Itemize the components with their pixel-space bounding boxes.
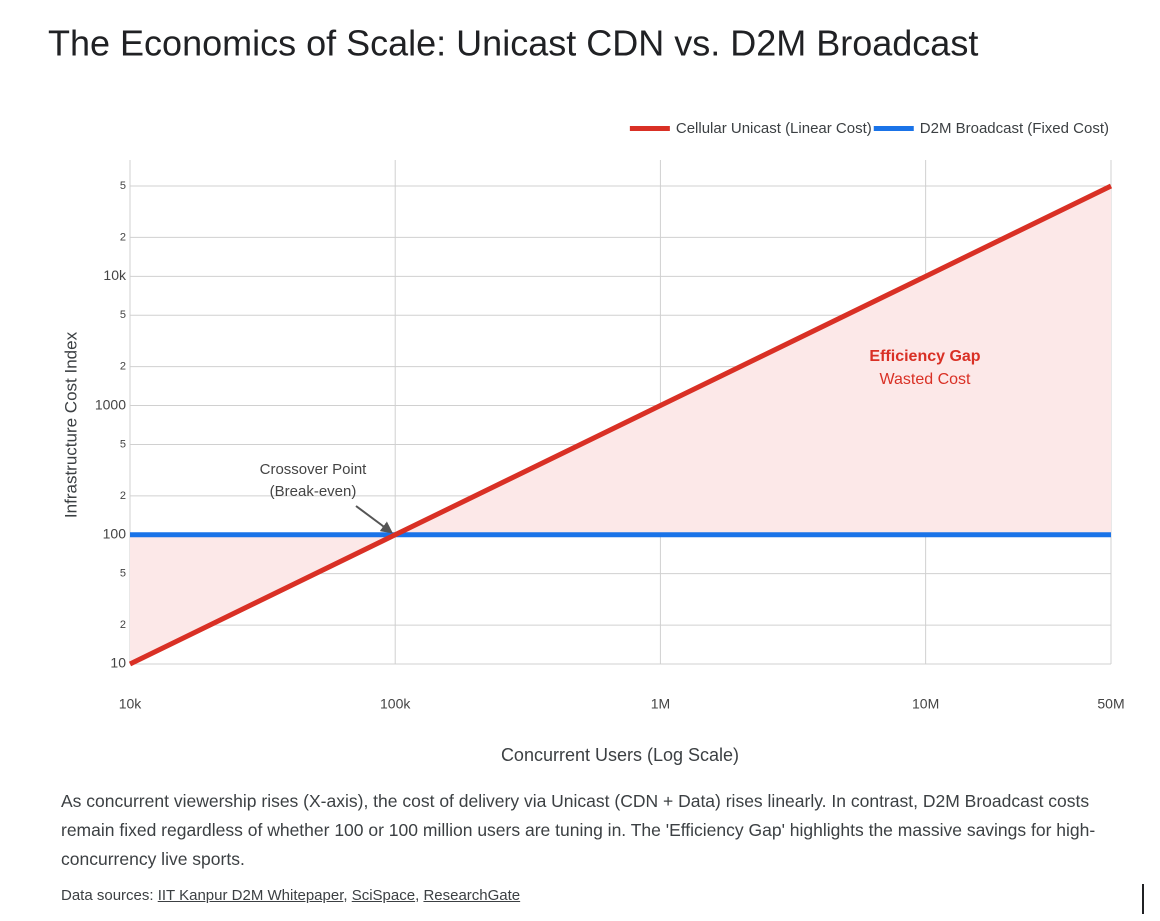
y-tick-label: 100 [103, 525, 127, 541]
legend-label: Cellular Unicast (Linear Cost) [676, 120, 872, 137]
sources: Data sources: IIT Kanpur D2M Whitepaper … [61, 887, 520, 904]
x-axis-title: Concurrent Users (Log Scale) [501, 745, 739, 765]
x-tick-label: 100k [380, 696, 411, 712]
text-cursor [1142, 884, 1144, 914]
y-tick-label: 2 [120, 231, 126, 243]
x-tick-label: 1M [651, 696, 670, 712]
sources-label: Data sources: [61, 887, 154, 904]
description: As concurrent viewership rises (X-axis),… [61, 791, 1096, 869]
y-tick-label: 5 [120, 180, 126, 192]
source-links: IIT Kanpur D2M Whitepaper SciSpace Resea… [158, 887, 520, 904]
y-tick-label: 1000 [95, 396, 126, 412]
x-tick-label: 50M [1097, 696, 1124, 712]
source-link[interactable]: ResearchGate [423, 887, 521, 904]
annotation: Wasted Cost [880, 371, 972, 388]
y-tick-label: 10k [103, 267, 127, 283]
y-tick-label: 2 [120, 361, 126, 373]
label-layer: 10 2 5 100 2 5 1000 2 5 10k 2 5 10k 100k 1M 10M 50M [95, 180, 1125, 712]
x-tick-label: 10k [119, 696, 143, 712]
source-item: SciSpace [352, 887, 420, 904]
annotation: Crossover Point [260, 461, 368, 478]
y-tick-label: 5 [120, 438, 126, 450]
y-tick-label: 2 [120, 619, 126, 631]
source-item: IIT Kanpur D2M Whitepaper [158, 887, 348, 904]
legend-label: D2M Broadcast (Fixed Cost) [920, 120, 1109, 137]
source-link[interactable]: IIT Kanpur D2M Whitepaper [157, 887, 344, 904]
source-item: ResearchGate [423, 887, 520, 904]
annotation: Efficiency Gap [869, 348, 980, 365]
legend-swatch [873, 126, 914, 131]
annotation-arrow [355, 505, 393, 534]
y-axis-title: Infrastructure Cost Index [61, 331, 80, 518]
series-line [128, 183, 1113, 667]
y-tick-label: 5 [120, 309, 126, 321]
legend-swatch [629, 126, 670, 131]
chart: The Economics of Scale: Unicast CDN vs. … [48, 23, 1125, 765]
y-tick-label: 5 [120, 568, 126, 580]
source-link[interactable]: SciSpace [351, 887, 416, 904]
y-tick-label: 10 [110, 655, 126, 671]
annotation: (Break-even) [270, 483, 357, 500]
x-tick-label: 10M [912, 696, 939, 712]
line-layer [128, 183, 1113, 667]
chart-title: The Economics of Scale: Unicast CDN vs. … [48, 23, 978, 64]
y-tick-label: 2 [120, 490, 126, 502]
legend: Cellular Unicast (Linear Cost) D2M Broadc… [629, 120, 1109, 137]
